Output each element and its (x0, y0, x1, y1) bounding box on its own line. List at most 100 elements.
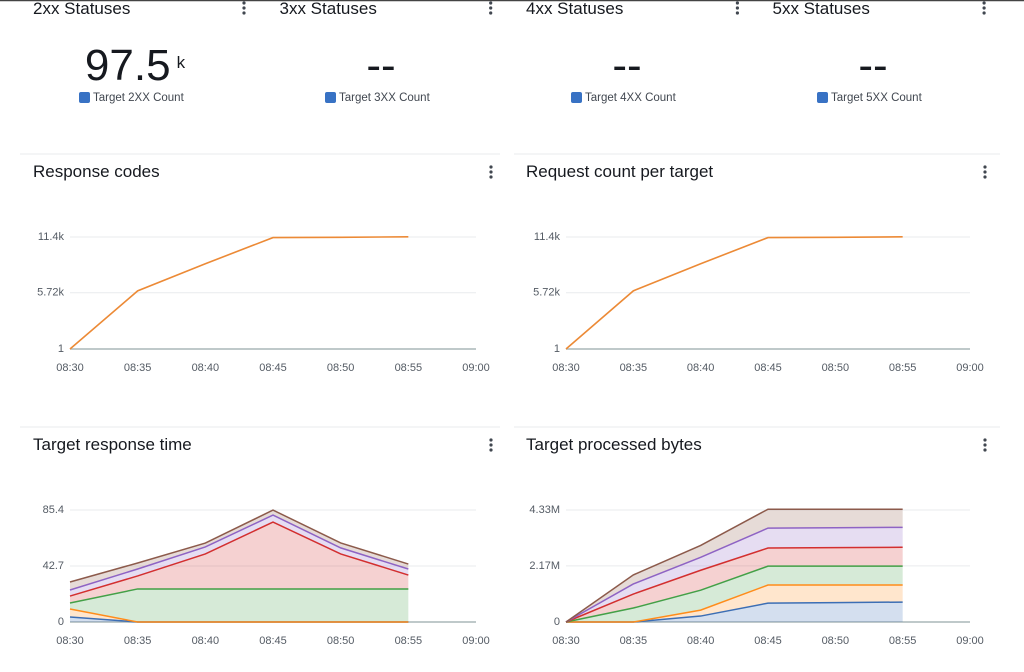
menu-dot (982, 11, 986, 15)
menu-button[interactable] (489, 438, 493, 452)
x-tick-label: 08:30 (56, 635, 84, 647)
area-line (69, 521, 409, 597)
menu-dot (242, 11, 246, 15)
area-fill (70, 617, 409, 622)
area-line (566, 584, 903, 623)
menu-dot (242, 1, 246, 5)
menu-dot (735, 11, 740, 15)
area-fill (566, 566, 903, 622)
x-tick-label: 08:40 (192, 362, 220, 374)
legend-label: Target 2XX Count (93, 92, 185, 104)
x-tick-label: 08:30 (552, 362, 580, 374)
menu-dot (735, 6, 740, 10)
stat-value: -- (366, 41, 395, 90)
y-tick-label: 85.4 (43, 504, 64, 516)
menu-dot (735, 1, 740, 5)
menu-dot (489, 11, 493, 15)
y-tick-label: 5.72k (533, 287, 560, 299)
menu-dot (983, 438, 987, 442)
area-line (69, 509, 409, 583)
area-fill (566, 509, 903, 622)
x-tick-label: 08:45 (259, 362, 287, 374)
menu-dot (983, 175, 987, 179)
x-tick-label: 08:40 (687, 635, 715, 647)
line-series (565, 236, 903, 350)
area-line (565, 546, 903, 623)
x-tick-label: 08:40 (192, 635, 220, 647)
widget-title: 3xx Statuses (280, 0, 377, 18)
x-tick-label: 08:30 (56, 362, 84, 374)
x-tick-label: 08:35 (620, 635, 648, 647)
x-tick-label: 08:50 (822, 635, 850, 647)
menu-dot (242, 6, 246, 10)
menu-button[interactable] (982, 1, 986, 15)
menu-dot (489, 165, 493, 169)
legend-label: Target 4XX Count (585, 92, 677, 104)
menu-button[interactable] (489, 165, 493, 179)
menu-button[interactable] (983, 438, 987, 452)
menu-dot (982, 1, 986, 5)
x-tick-label: 09:00 (462, 635, 490, 647)
chart-title: Target processed bytes (526, 435, 702, 454)
widget-title: 4xx Statuses (526, 0, 623, 18)
x-tick-label: 09:00 (462, 362, 490, 374)
menu-button[interactable] (983, 165, 987, 179)
y-tick-label: 5.72k (37, 287, 64, 299)
area-line (565, 508, 903, 623)
area-fill (70, 522, 409, 603)
menu-dot (983, 170, 987, 174)
y-tick-label: 0 (554, 616, 560, 628)
menu-dot (489, 175, 493, 179)
x-tick-label: 09:00 (956, 362, 984, 374)
y-tick-label: 42.7 (43, 560, 64, 572)
menu-button[interactable] (489, 1, 493, 15)
area-line (565, 526, 903, 623)
area-line (69, 514, 409, 591)
legend-label: Target 3XX Count (339, 92, 431, 104)
x-tick-label: 08:35 (124, 635, 152, 647)
x-tick-label: 09:00 (956, 635, 984, 647)
stat-number: -- (366, 41, 395, 90)
menu-dot (489, 6, 493, 10)
y-tick-label: 11.4k (38, 231, 65, 243)
stat-number: 97.5 (85, 41, 171, 90)
menu-button[interactable] (242, 1, 246, 15)
area-fill (70, 588, 409, 622)
menu-button[interactable] (735, 1, 740, 15)
x-tick-label: 08:45 (259, 635, 287, 647)
area-fill (566, 602, 903, 622)
widget-title: 5xx Statuses (773, 0, 870, 18)
x-tick-label: 08:40 (687, 362, 715, 374)
x-tick-label: 08:45 (754, 362, 782, 374)
menu-dot (983, 448, 987, 452)
stat-number: -- (612, 41, 641, 90)
menu-dot (983, 165, 987, 169)
x-tick-label: 08:35 (620, 362, 648, 374)
menu-dot (982, 6, 986, 10)
x-tick-label: 08:30 (552, 635, 580, 647)
legend-swatch (571, 92, 582, 103)
menu-dot (489, 443, 493, 447)
menu-dot (489, 438, 493, 442)
x-tick-label: 08:50 (327, 362, 355, 374)
y-tick-label: 1 (58, 343, 64, 355)
stat-unit: k (177, 53, 186, 72)
x-tick-label: 08:50 (327, 635, 355, 647)
y-tick-label: 1 (554, 343, 560, 355)
y-tick-label: 0 (58, 616, 64, 628)
menu-dot (983, 443, 987, 447)
legend-label: Target 5XX Count (831, 92, 923, 104)
x-tick-label: 08:55 (395, 635, 423, 647)
chart-title: Target response time (33, 435, 192, 454)
legend-swatch (79, 92, 90, 103)
area-line (565, 565, 903, 623)
line-series (69, 236, 409, 350)
y-tick-label: 11.4k (534, 231, 561, 243)
x-tick-label: 08:55 (395, 362, 423, 374)
menu-dot (489, 1, 493, 5)
menu-dot (489, 448, 493, 452)
area-fill (566, 585, 903, 622)
area-line (69, 608, 409, 623)
stat-value: -- (612, 41, 641, 90)
